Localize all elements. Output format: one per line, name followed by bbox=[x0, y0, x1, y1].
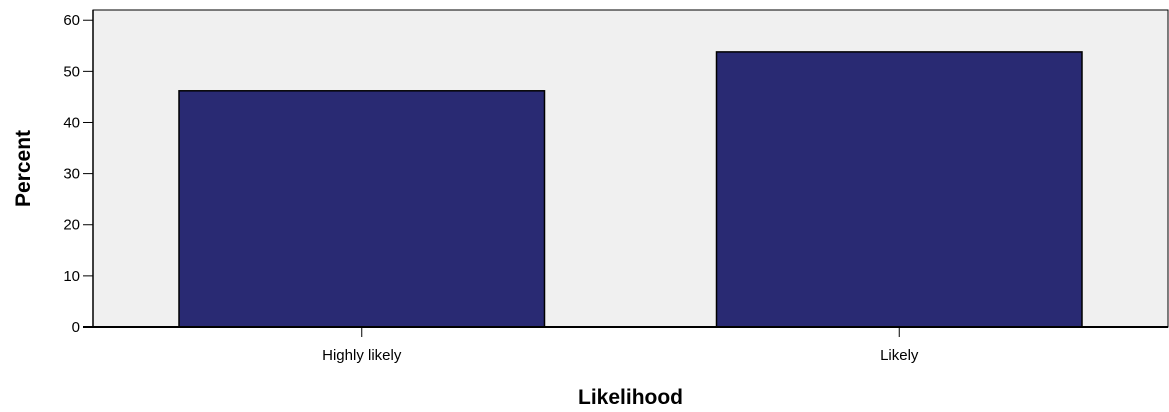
y-tick-label: 10 bbox=[63, 268, 80, 285]
y-tick-label: 30 bbox=[63, 166, 80, 183]
y-tick-label: 20 bbox=[63, 217, 80, 234]
x-tick-label: Highly likely bbox=[322, 347, 402, 364]
y-tick-label: 40 bbox=[63, 114, 80, 131]
x-tick-label: Likely bbox=[880, 347, 919, 364]
axes-group bbox=[83, 10, 1168, 337]
bar-highly-likely bbox=[178, 90, 546, 328]
labels-group: Highly likely Likely 0 10 20 30 40 50 60 bbox=[63, 12, 919, 364]
bars-group bbox=[178, 51, 1083, 328]
y-tick-label: 50 bbox=[63, 63, 80, 80]
y-tick-label: 60 bbox=[63, 12, 80, 29]
y-tick-label: 0 bbox=[72, 319, 80, 336]
y-axis-title: Percent bbox=[12, 130, 35, 207]
bar-likely bbox=[715, 51, 1083, 328]
x-axis-title: Likelihood bbox=[578, 386, 683, 409]
